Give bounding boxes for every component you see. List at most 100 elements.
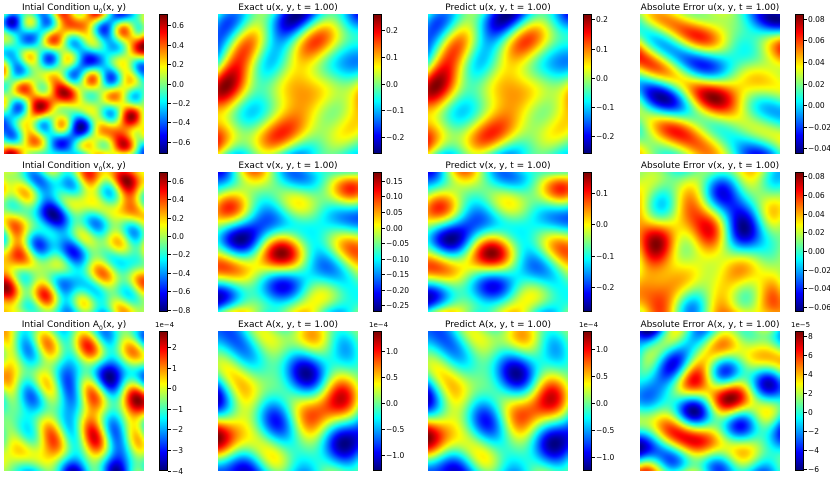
colorbar [583,331,592,471]
panel-title-text: Exact A(x, y, t = 1.00) [238,320,338,330]
colorbar-tick-label: 0.10 [382,192,403,202]
panel-3: Predict u(x, y, t = 1.00) 0.2 0.1 0.0 −0.1 −0… [428,2,628,160]
colorbar-multiplier: 1e−4 [369,321,389,329]
colorbar-tick-label: 0.05 [382,207,403,217]
colorbar-tick-label: 0.1 [382,52,398,62]
colorbar-tick-label: −1.0 [381,450,405,460]
colorbar-tick-label: 0.0 [592,399,608,409]
heatmap-image [640,331,780,471]
colorbar-tick-label: −0.1 [591,251,615,261]
colorbar-multiplier: 1e−5 [791,321,811,329]
panel-title-text: Absolute Error v(x, y, t = 1.00) [640,161,780,171]
colorbar-tick-label: 0.2 [382,25,398,35]
heatmap-image [218,172,358,312]
colorbar [373,14,382,154]
colorbar-tick-label: −0.20 [382,285,409,295]
colorbar-tick-label: 0.04 [804,209,825,219]
panel-title-tail: (x, y) [102,161,126,171]
colorbar-tick-label: 0.1 [592,44,608,54]
colorbar-tick-label: −0.6 [167,287,191,297]
colorbar-tick-label: −0.8 [167,305,191,315]
panel-title: Exact v(x, y, t = 1.00) [218,160,358,172]
heatmap-image [218,14,358,154]
heatmap-image [4,14,144,154]
panel-title: Predict A(x, y, t = 1.00) [428,319,568,331]
colorbar-tick-label: 0.06 [804,36,825,46]
colorbar-tick-label: 4 [804,370,813,379]
colorbar-tick-label: 0.6 [168,21,184,31]
colorbar-tick-label: 0.4 [168,40,184,50]
colorbar-tick-label: −0.04 [804,144,830,154]
colorbar-tick-label: −0.2 [591,282,615,292]
colorbar [583,172,592,312]
colorbar-tick-label: −0.2 [167,250,191,260]
colorbar-tick-label: −0.10 [382,254,409,264]
panel-11: Predict A(x, y, t = 1.00) 1.0 0.5 0.0 −0.5 −1… [428,319,628,477]
colorbar-tick-label: 0.6 [168,176,184,186]
colorbar-tick-label: −1 [167,404,184,414]
panel-12: Absolute Error A(x, y, t = 1.00) 8 6 4 2 0 −2 −… [640,319,830,477]
colorbar-tick-label: −4 [803,445,820,455]
colorbar-tick-label: −0.1 [381,106,405,116]
panel-9: Intial Condition A0(x, y) 2 1 0 −1 −2 −3 −4 1e−4 [4,319,204,477]
panel-title: Predict u(x, y, t = 1.00) [428,2,568,14]
colorbar-tick-label: −0.6 [167,137,191,147]
colorbar-tick-label: 1.0 [592,345,608,355]
colorbar-tick-label: 0.5 [592,372,608,382]
colorbar [373,331,382,471]
colorbar-tick-label: −0.1 [591,102,615,112]
colorbar-tick-label: 0.08 [804,14,825,24]
panel-title-text: Intial Condition A [21,320,99,330]
colorbar-tick-label: 0.4 [168,195,184,205]
heatmap-image [640,14,780,154]
colorbar-tick-label: −0.5 [591,426,615,436]
heatmap-image [4,331,144,471]
colorbar-tick-label: 0.0 [168,231,184,241]
colorbar-multiplier: 1e−4 [155,321,175,329]
heatmap-image [428,14,568,154]
colorbar-tick-label: −0.15 [382,270,409,280]
colorbar-tick-label: −6 [803,464,820,474]
colorbar-tick-label: −0.2 [591,132,615,141]
panel-1: Intial Condition u0(x, y) 0.6 0.4 0.2 0.0 −0.… [4,2,204,160]
panel-8: Absolute Error v(x, y, t = 1.00) 0.08 0.06… [640,160,830,318]
colorbar [159,14,168,154]
colorbar [795,14,804,154]
panel-title: Exact A(x, y, t = 1.00) [218,319,358,331]
colorbar-tick-label: −0.02 [804,122,830,132]
panel-title-subscript: 0 [99,324,103,332]
colorbar-tick-label: −0.4 [167,118,191,128]
panel-title-tail: (x, y) [102,320,127,330]
colorbar-tick-label: 1.0 [382,347,398,357]
colorbar-tick-label: −2 [803,426,820,436]
panel-title: Absolute Error v(x, y, t = 1.00) [640,160,780,172]
panel-title-text: Predict v(x, y, t = 1.00) [445,161,551,171]
colorbar-tick-label: 0.0 [592,73,608,83]
colorbar-tick-label: 2 [168,342,177,352]
colorbar [583,14,592,154]
heatmap-image [428,331,568,471]
colorbar-tick-label: 0.0 [382,399,398,409]
panel-title-text: Intial Condition u [21,3,99,13]
colorbar-tick-label: 0.0 [168,79,184,89]
panel-7: Predict v(x, y, t = 1.00) 0.1 0.0 −0.1 −0.2 [428,160,628,318]
colorbar-multiplier: 1e−4 [579,321,599,329]
colorbar-tick-label: 8 [804,332,813,342]
colorbar-tick-label: 0.02 [804,79,825,89]
panel-title: Absolute Error u(x, y, t = 1.00) [640,2,780,14]
colorbar-tick-label: −0.06 [804,302,830,312]
colorbar-tick-label: −0.05 [382,239,409,249]
colorbar-tick-label: 0.1 [592,189,608,199]
panel-title-text: Exact u(x, y, t = 1.00) [238,3,338,13]
panel-title: Intial Condition A0(x, y) [4,319,144,332]
colorbar-tick-label: 0.02 [804,228,825,238]
panel-2: Exact u(x, y, t = 1.00) 0.2 0.1 0.0 −0.1 −0.2 [218,2,418,160]
heatmap-image [640,172,780,312]
colorbar [795,172,804,312]
colorbar-tick-label: −0.02 [804,265,830,275]
colorbar-tick-label: −4 [167,466,184,476]
colorbar-tick-label: 0 [804,407,813,417]
colorbar-tick-label: 0.5 [382,373,398,383]
colorbar-tick-label: −3 [167,445,184,455]
colorbar-tick-label: 0.06 [804,190,825,200]
